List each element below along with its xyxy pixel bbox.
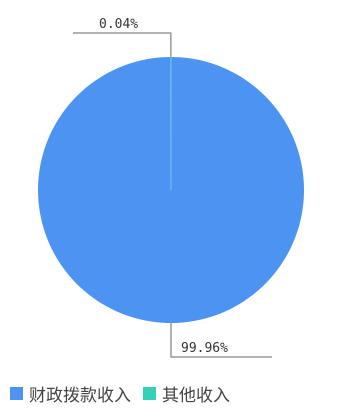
legend-swatch-1 (143, 387, 156, 400)
legend-label-1: 其他收入 (162, 381, 230, 406)
legend-item-0[interactable]: 财政拨款收入 (10, 381, 131, 406)
data-label-0: 99.96% (181, 341, 228, 356)
chart-legend: 财政拨款收入 其他收入 (10, 381, 242, 405)
leader-line-1 (73, 33, 171, 57)
legend-label-0: 财政拨款收入 (29, 381, 131, 406)
data-label-1: 0.04% (99, 17, 138, 32)
legend-swatch-0 (10, 387, 23, 400)
legend-item-1[interactable]: 其他收入 (143, 381, 230, 406)
